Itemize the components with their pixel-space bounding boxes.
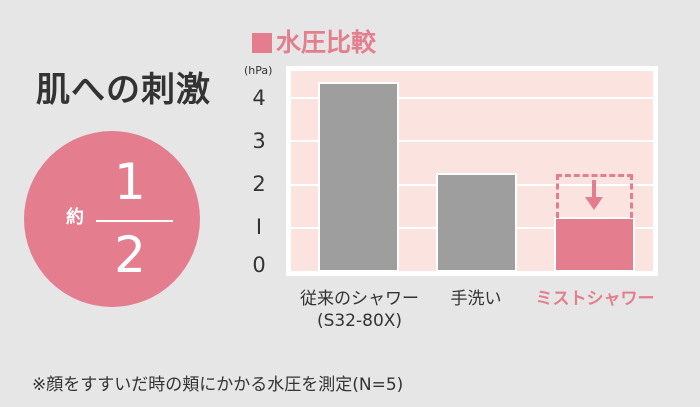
badge-prefix: 約 xyxy=(66,207,84,228)
half-badge xyxy=(24,131,200,307)
gridline-3 xyxy=(291,140,653,142)
legend-square-icon xyxy=(252,33,272,53)
legend-label: 水圧比較 xyxy=(276,28,377,57)
y-tick-1: I xyxy=(255,215,263,239)
fraction-line xyxy=(96,220,173,222)
y-axis-unit: (hPa) xyxy=(244,64,273,77)
x-label-line2: (S32-80X) xyxy=(316,311,403,331)
x-label-hand-wash: 手洗い xyxy=(450,289,502,309)
x-label-mist-shower: ミストシャワー xyxy=(535,289,655,309)
footnote: ※顔をすすいだ時の頬にかかる水圧を測定(N=5) xyxy=(32,375,404,395)
y-tick-3: 3 xyxy=(252,129,266,153)
y-tick-2: 2 xyxy=(252,172,266,196)
previous-level-outline xyxy=(556,174,633,218)
x-label-conventional: 従来のシャワー (S32-80X) xyxy=(282,284,437,331)
down-arrow-icon xyxy=(592,180,596,198)
bar-conventional-shower xyxy=(318,82,399,272)
bar-hand-wash xyxy=(436,173,517,272)
down-arrow-head-icon xyxy=(585,197,603,210)
x-label-line1: 従来のシャワー xyxy=(300,289,419,309)
y-tick-4: 4 xyxy=(252,86,266,110)
badge-numerator: 1 xyxy=(114,153,146,211)
y-tick-0: 0 xyxy=(252,253,266,277)
chart-legend: 水圧比較 xyxy=(252,23,376,59)
badge-denominator: 2 xyxy=(114,226,146,284)
headline: 肌への刺激 xyxy=(36,70,211,110)
gridline-4 xyxy=(291,97,653,99)
bar-mist-shower xyxy=(554,217,635,272)
